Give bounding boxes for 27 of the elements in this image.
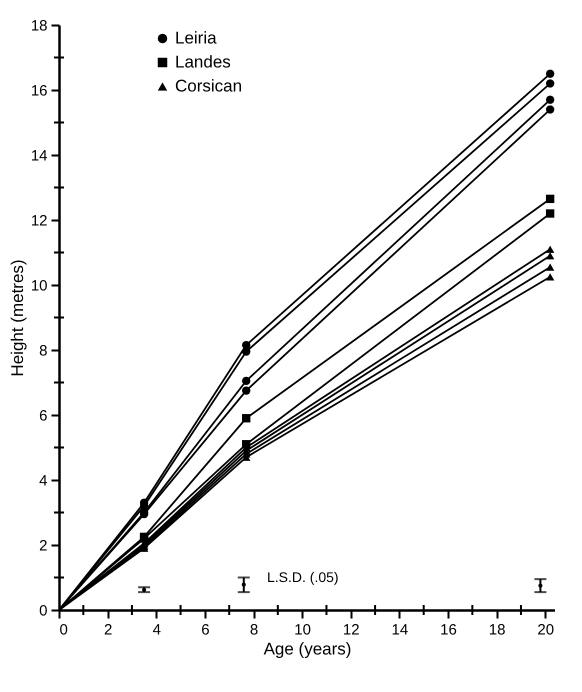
annotation: L.S.D. (.05) [267,569,339,585]
legend-label: Corsican [175,76,242,96]
x-tick-label: 20 [537,622,554,638]
y-tick-label: 2 [39,538,48,554]
y-tick-label: 12 [30,212,48,230]
x-tick-label: 2 [104,622,112,638]
x-tick-label: 0 [60,622,68,638]
y-tick-label: 8 [39,342,48,360]
legend-label: Landes [175,52,231,72]
x-tick-label: 4 [152,622,161,638]
y-tick-label: 18 [30,18,48,34]
x-tick-label: 14 [392,622,408,638]
y-axis-title: Height (metres) [8,259,27,377]
x-tick-label: 16 [440,622,457,638]
y-tick-label: 14 [30,148,48,164]
x-tick-label: 12 [342,622,360,638]
y-tick-label: 4 [39,472,48,490]
legend-label: Leiria [175,28,218,48]
x-tick-label: 6 [201,622,210,638]
x-tick-label: 18 [488,622,506,638]
y-tick-label: 0 [39,602,48,620]
y-tick-label: 10 [30,278,48,294]
y-tick-label: 16 [30,82,48,100]
x-tick-label: 8 [250,622,258,638]
x-tick-label: 10 [294,622,311,638]
x-axis-title: Age (years) [264,640,352,658]
y-tick-label: 6 [39,408,48,424]
